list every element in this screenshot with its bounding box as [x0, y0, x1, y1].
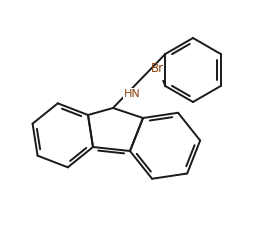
Text: Br: Br	[151, 63, 164, 76]
Text: HN: HN	[124, 89, 140, 99]
